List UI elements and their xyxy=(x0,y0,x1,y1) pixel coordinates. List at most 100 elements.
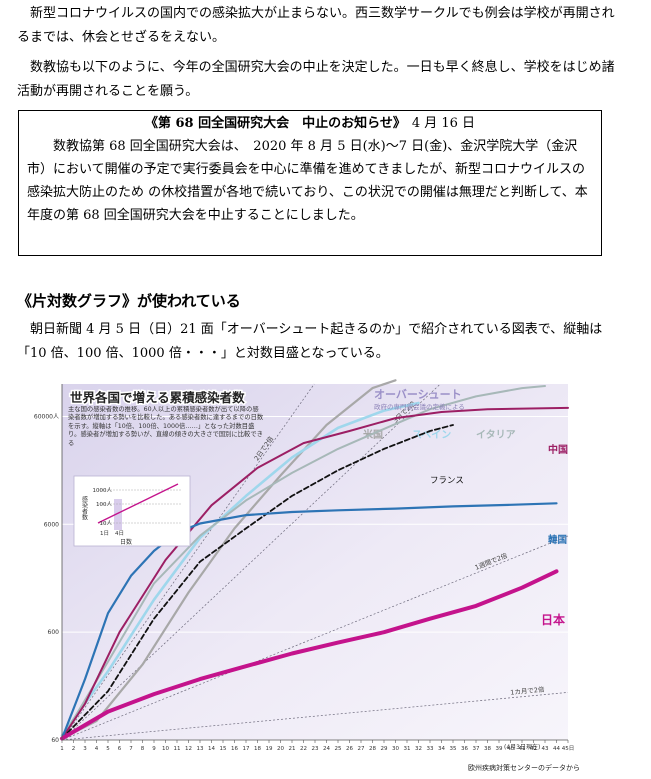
x-tick-label: 44 xyxy=(553,746,560,752)
y-tick-label: 6000 xyxy=(44,521,59,528)
x-tick-label: 34 xyxy=(438,746,445,752)
notice-body: 数教協第 68 回全国研究大会は、 2020 年 8 月 5 日(水)～7 日(… xyxy=(27,139,588,223)
intro-paragraph-1: 新型コロナウイルスの国内での感染拡大が止まらない。西三数学サークルでも例会は学校… xyxy=(17,2,617,50)
section-paragraph: 朝日新聞 4 月 5 日（日）21 面「オーバーシュート起きるのか」で紹介されて… xyxy=(17,318,617,366)
inset-period-band xyxy=(114,499,122,530)
x-tick-label: 5 xyxy=(106,746,110,752)
intro-paragraph-1-text: 新型コロナウイルスの国内での感染拡大が止まらない。西三数学サークルでも例会は学校… xyxy=(17,6,615,45)
inset-ytick-10: 10人 xyxy=(100,520,113,527)
x-tick-label: 17 xyxy=(243,746,250,752)
inset-ytick-1000: 1000人 xyxy=(93,487,113,494)
x-tick-label: 10 xyxy=(162,746,169,752)
x-tick-label: 1 xyxy=(60,746,64,752)
y-tick-label: 60000人 xyxy=(34,413,59,420)
inset-xtick-4: 4日 xyxy=(115,530,124,537)
overshoot-label: オーバーシュート xyxy=(374,388,462,401)
x-tick-label: 12 xyxy=(185,746,192,752)
x-tick-label: 14 xyxy=(208,746,215,752)
x-tick-label: 4 xyxy=(95,746,99,752)
reference-line xyxy=(61,535,569,741)
reference-line xyxy=(61,383,441,741)
intro-paragraph-2: 数教協も以下のように、今年の全国研究大会の中止を決定した。一日も早く終息し、学校… xyxy=(17,56,617,104)
x-tick-label: 28 xyxy=(369,746,376,752)
chart-description: 主な国の感染者数の推移。60人以上の累積感染者数が出て以降の感染者数が増加する勢… xyxy=(68,406,264,447)
x-tick-label: 41 xyxy=(519,746,526,752)
x-tick-label: 11 xyxy=(174,746,181,752)
x-tick-label: 21 xyxy=(289,746,296,752)
series-label: 日本 xyxy=(541,612,565,627)
inset-line xyxy=(97,483,179,524)
date-note: (4月3日現在) xyxy=(504,743,540,751)
x-tick-label: 23 xyxy=(312,746,319,752)
inset-xtick-1: 1日 xyxy=(100,530,109,537)
x-tick-label: 9 xyxy=(152,746,156,752)
series-label: スペイン xyxy=(412,429,451,441)
series-line xyxy=(61,385,546,740)
inset-xlabel: 日数 xyxy=(120,538,132,546)
notice-date: 4 月 16 日 xyxy=(411,116,476,131)
reference-line-label: 1カ月で2倍 xyxy=(510,685,545,697)
x-tick-label: 31 xyxy=(404,746,411,752)
x-tick-label: 27 xyxy=(358,746,365,752)
x-tick-label: 15 xyxy=(220,746,227,752)
x-tick-label: 3 xyxy=(83,746,87,752)
x-tick-label: 6 xyxy=(118,746,122,752)
x-tick-label: 38 xyxy=(484,746,491,752)
series-line xyxy=(60,379,397,740)
x-tick-label: 26 xyxy=(346,746,353,752)
chart-title: 世界各国で増える累積感染者数 xyxy=(70,390,245,405)
series-label: イタリア xyxy=(476,429,516,441)
series-label: 中国 xyxy=(548,443,568,456)
series-line xyxy=(61,406,569,740)
x-tick-label: 20 xyxy=(277,746,284,752)
reference-line xyxy=(61,692,569,741)
series-line xyxy=(60,569,559,741)
series-line xyxy=(60,401,420,737)
newspaper-chart: 2日で2倍 3日で2倍 1週間で2倍 1カ月で2倍 米国 スペイン イタリア 中国 フランス韓… xyxy=(18,378,584,774)
x-tick-label: 18 xyxy=(254,746,261,752)
series-label: 韓国 xyxy=(548,534,567,546)
x-tick-label: 45日 xyxy=(562,745,575,752)
x-tick-label: 42 xyxy=(530,746,537,752)
overshoot-note: 政府の専門家会議の定義による xyxy=(374,402,465,411)
reference-line xyxy=(61,383,315,741)
x-tick-label: 24 xyxy=(323,746,330,752)
inset-ylabel: 感染者数 xyxy=(81,495,88,521)
x-tick-label: 7 xyxy=(129,746,133,752)
x-tick-label: 29 xyxy=(381,746,388,752)
cancellation-notice-box: 《第 68 回全国研究大会 中止のお知らせ》 4 月 16 日 数教協第 68 回… xyxy=(18,110,602,256)
x-tick-label: 43 xyxy=(542,746,549,752)
series-label: フランス xyxy=(430,476,464,486)
x-tick-label: 22 xyxy=(300,746,307,752)
x-tick-label: 37 xyxy=(473,746,480,752)
x-tick-label: 2 xyxy=(72,746,76,752)
section-heading: 《片対数グラフ》が使われている xyxy=(17,292,241,310)
x-tick-label: 16 xyxy=(231,746,238,752)
x-tick-label: 36 xyxy=(461,746,468,752)
series-line xyxy=(60,502,558,740)
x-tick-label: 39 xyxy=(496,746,503,752)
section-paragraph-text: 朝日新聞 4 月 5 日（日）21 面「オーバーシュート起きるのか」で紹介されて… xyxy=(17,322,603,361)
x-tick-label: 32 xyxy=(415,746,422,752)
x-tick-label: 19 xyxy=(266,746,273,752)
notice-title: 《第 68 回全国研究大会 中止のお知らせ》 xyxy=(144,116,406,131)
notice-heading: 《第 68 回全国研究大会 中止のお知らせ》 4 月 16 日 xyxy=(27,113,593,135)
x-tick-label: 40 xyxy=(507,746,514,752)
series-line xyxy=(61,424,454,740)
source-note: 欧州疾病対策センターのデータから xyxy=(468,763,580,772)
x-tick-label: 8 xyxy=(141,746,145,752)
x-tick-label: 33 xyxy=(427,746,434,752)
x-tick-label: 35 xyxy=(450,746,457,752)
inset-chart: 感染者数 1000人 100人 10人 1日 4日 日数 xyxy=(73,475,191,547)
intro-paragraph-2-text: 数教協も以下のように、今年の全国研究大会の中止を決定した。一日も早く終息し、学校… xyxy=(17,60,615,99)
chart-description-box: 主な国の感染者数の推移。60人以上の累積感染者数が出て以降の感染者数が増加する勢… xyxy=(68,406,264,447)
chart-title-halo: 世界各国で増える累積感染者数 xyxy=(70,390,245,405)
x-tick-label: 25 xyxy=(335,746,342,752)
inset-ytick-100: 100人 xyxy=(96,501,112,508)
x-tick-label: 13 xyxy=(197,746,204,752)
y-tick-label: 60 xyxy=(51,737,59,744)
x-tick-label: 30 xyxy=(392,746,399,752)
y-tick-label: 600 xyxy=(48,629,60,636)
